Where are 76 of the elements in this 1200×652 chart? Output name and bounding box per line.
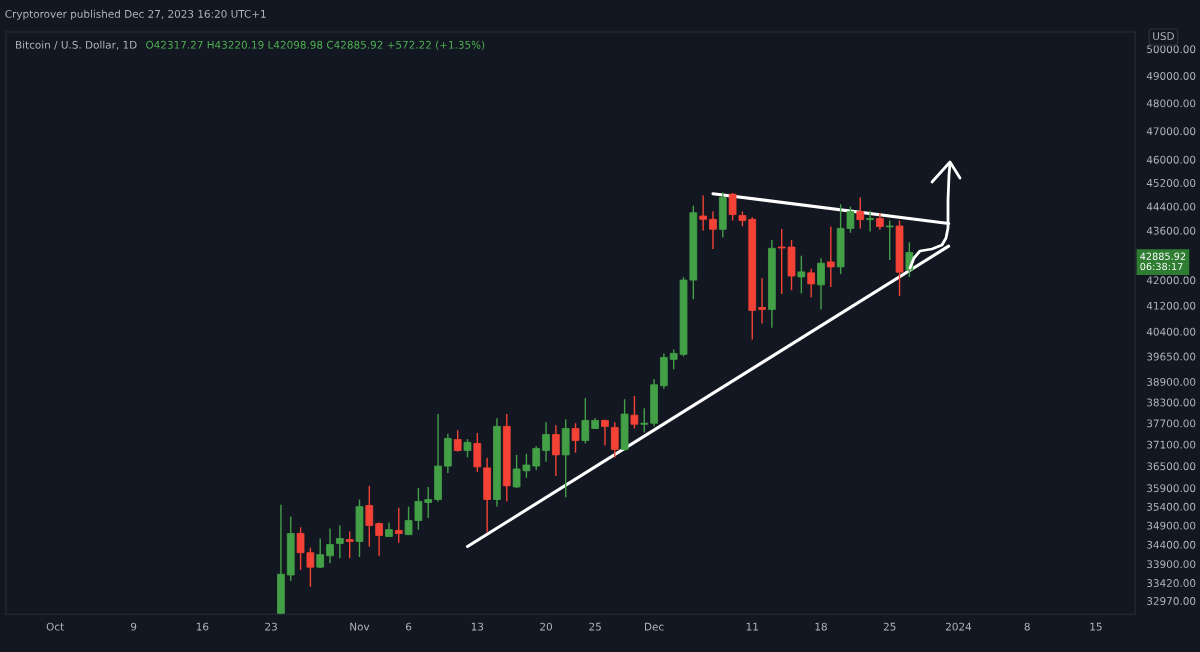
y-tick-label: 43600.00 [1146,226,1196,235]
candlestick [610,421,619,459]
candlestick [542,421,550,463]
candlestick [473,432,482,473]
y-tick-label: 38900.00 [1147,377,1196,386]
x-tick-label: 13 [471,622,484,631]
candlestick [826,225,835,288]
candlestick [375,521,383,557]
candlestick [699,194,708,232]
candlestick [394,507,403,544]
candlestick [866,209,874,233]
x-tick-label: Dec [645,622,664,631]
y-tick-label: 37700.00 [1147,419,1196,428]
candlestick [335,524,344,559]
candlestick [758,277,766,325]
candlestick [817,257,825,311]
x-tick-label: 6 [406,622,412,631]
y-tick-label: 45200.00 [1146,179,1196,187]
text: Bitcoin / U.S. Dollar, 1D [16,40,137,50]
candlestick [728,192,737,222]
candlestick [807,268,816,298]
y-tick-label: 44400.00 [1146,202,1196,211]
y-tick-label: 39650.00 [1147,352,1196,361]
x-tick-label: 20 [540,622,552,631]
x-tick-label: 15 [1090,622,1102,631]
x-tick-label: 11 [746,622,758,631]
text: O42317.27 H43220.19 L42098.98 C42885.92 +572.22 (+1.35%) [146,40,485,50]
candlestick [856,196,865,230]
y-tick-label: 33420.00 [1147,579,1196,587]
candlestick [601,419,609,447]
candlestick [365,485,374,548]
x-tick-label: 25 [883,622,896,631]
text: Cryptorover published Dec 27, 2023 16:20 UTC+1 [5,9,266,20]
x-tick-label: 9 [130,622,137,631]
candlestick [463,438,472,459]
y-tick-label: 42000.00 [1146,276,1196,285]
y-tick-label: 46000.00 [1146,155,1196,164]
text: 06:38:17 [1140,262,1183,271]
y-tick-label: 35400.00 [1147,502,1196,511]
candlestick [885,219,894,261]
y-tick-label: 32970.00 [1147,597,1196,605]
y-tick-label: 37100.00 [1147,440,1196,449]
candlestick [424,486,433,519]
x-tick-label: 18 [815,622,827,631]
candlestick [571,422,580,454]
y-tick-label: 35900.00 [1147,484,1196,493]
candlestick [326,527,334,564]
x-tick-label: 16 [196,622,209,631]
x-tick-label: Nov [350,622,370,631]
y-axis-title: USD [1153,32,1174,41]
x-tick-label: 23 [265,622,277,631]
y-tick-label: 38300.00 [1147,398,1196,407]
candlestick [316,537,325,569]
candlestick [640,407,649,434]
candlestick [552,424,560,477]
y-tick-label: 40400.00 [1146,327,1196,336]
candlestick [581,397,590,445]
candlestick [345,530,354,559]
candlestick [709,210,717,250]
x-tick-label: 25 [589,622,601,631]
text: 42885.92 [1140,252,1186,260]
candlestick [630,395,639,430]
candlestick [453,429,462,453]
y-tick-label: 47000.00 [1146,127,1196,136]
y-tick-label: 49000.00 [1146,72,1196,80]
y-tick-label: 41200.00 [1146,301,1196,310]
y-tick-label: 33900.00 [1147,560,1196,569]
y-tick-label: 34900.00 [1147,521,1196,530]
y-tick-label: 36500.00 [1147,462,1196,471]
y-tick-label: 48000.00 [1146,99,1196,108]
x-tick-label: 2024 [945,622,972,631]
y-tick-label: 50000.00 [1147,45,1196,54]
y-tick-label: 34400.00 [1147,540,1196,549]
candlestick [797,255,806,295]
x-tick-label: Oct [46,622,64,631]
x-tick-label: 8 [1024,622,1030,631]
